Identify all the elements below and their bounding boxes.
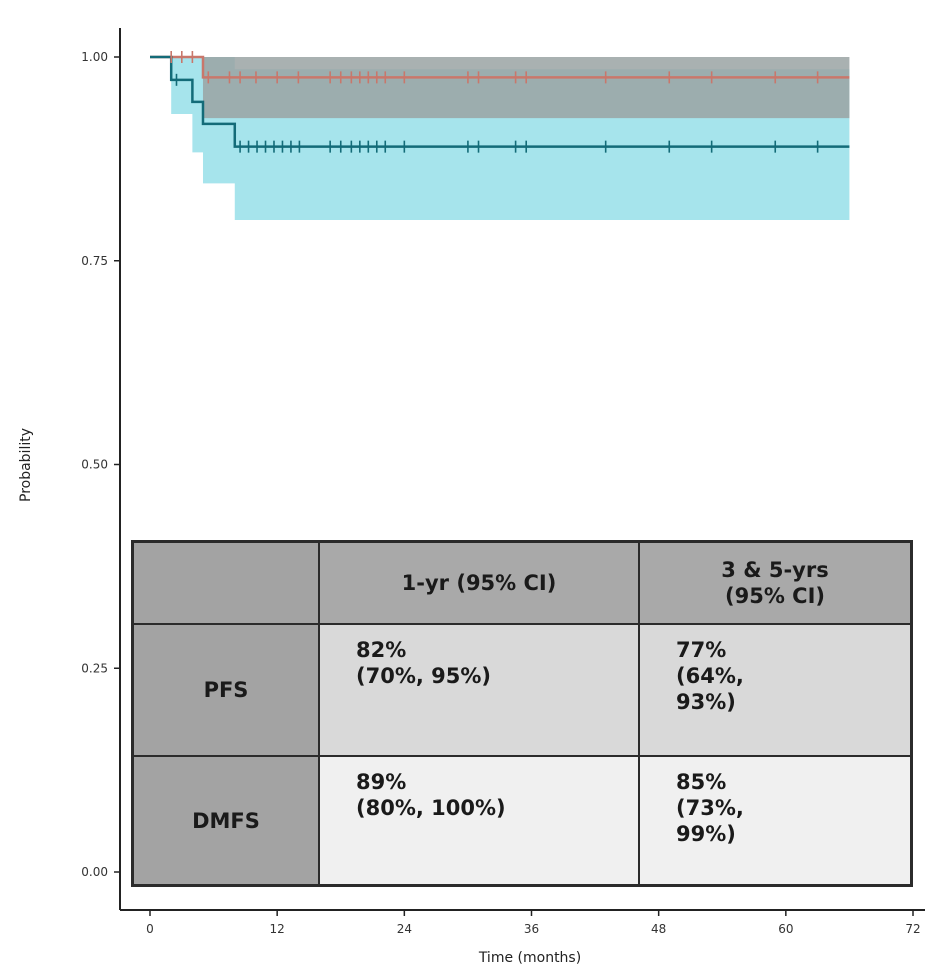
confidence-bands <box>150 57 850 220</box>
header-3-5yr-line1: 3 & 5-yrs <box>721 558 829 582</box>
pfs-3-5yr-value: 77% <box>676 638 727 662</box>
header-1yr: 1-yr (95% CI) <box>318 540 640 625</box>
dmfs-3-5yr-value: 85% <box>676 770 727 794</box>
x-axis-title: Time (months) <box>478 950 581 966</box>
survival-summary-table: 1-yr (95% CI) 3 & 5-yrs (95% CI) PFS 82%… <box>131 540 913 887</box>
pfs-3-5yr-ci-lower: (64%, <box>676 664 744 688</box>
censor-marks <box>170 51 819 153</box>
table-row-dmfs: DMFS 89% (80%, 100%) 85% (73%, 99%) <box>131 755 913 887</box>
x-tick-label: 12 <box>270 922 285 936</box>
y-axis-title: Probability <box>18 428 34 502</box>
curve-series-2 <box>150 55 850 148</box>
ci-band-series-1 <box>150 57 850 119</box>
pfs-3-5yr-ci-upper: 93%) <box>676 690 736 714</box>
x-tick-label: 24 <box>397 922 412 936</box>
x-tick-label: 0 <box>146 922 154 936</box>
x-tick-label: 60 <box>778 922 793 936</box>
table-header-row: 1-yr (95% CI) 3 & 5-yrs (95% CI) <box>131 540 913 625</box>
dmfs-1yr-cell: 89% (80%, 100%) <box>318 755 640 887</box>
header-3-5yr-line2: (95% CI) <box>725 584 825 608</box>
table-corner-cell <box>131 540 320 625</box>
pfs-1yr-ci: (70%, 95%) <box>356 664 492 688</box>
header-3-5yr: 3 & 5-yrs (95% CI) <box>638 540 913 625</box>
dmfs-3-5yr-cell: 85% (73%, 99%) <box>638 755 913 887</box>
y-tick-label: 0.25 <box>81 661 108 675</box>
pfs-1yr-value: 82% <box>356 638 407 662</box>
dmfs-1yr-value: 89% <box>356 770 407 794</box>
table-row-pfs: PFS 82% (70%, 95%) 77% (64%, 93%) <box>131 623 913 757</box>
axes: 0 12 24 36 48 60 72 0.00 0.25 0.50 0.75 1.00 <box>81 28 925 936</box>
y-tick-label: 1.00 <box>81 50 108 64</box>
x-tick-label: 72 <box>905 922 920 936</box>
header-1yr-text: 1-yr (95% CI) <box>401 571 557 595</box>
row-label-pfs: PFS <box>131 623 320 757</box>
pfs-3-5yr-cell: 77% (64%, 93%) <box>638 623 913 757</box>
dmfs-1yr-ci: (80%, 100%) <box>356 796 506 820</box>
y-tick-label: 0.00 <box>81 865 108 879</box>
y-tick-label: 0.50 <box>81 458 108 472</box>
pfs-1yr-cell: 82% (70%, 95%) <box>318 623 640 757</box>
dmfs-3-5yr-ci-lower: (73%, <box>676 796 744 820</box>
row-label-dmfs: DMFS <box>131 755 320 887</box>
dmfs-3-5yr-ci-upper: 99%) <box>676 822 736 846</box>
y-tick-label: 0.75 <box>81 254 108 268</box>
x-tick-label: 36 <box>524 922 539 936</box>
x-tick-label: 48 <box>651 922 666 936</box>
